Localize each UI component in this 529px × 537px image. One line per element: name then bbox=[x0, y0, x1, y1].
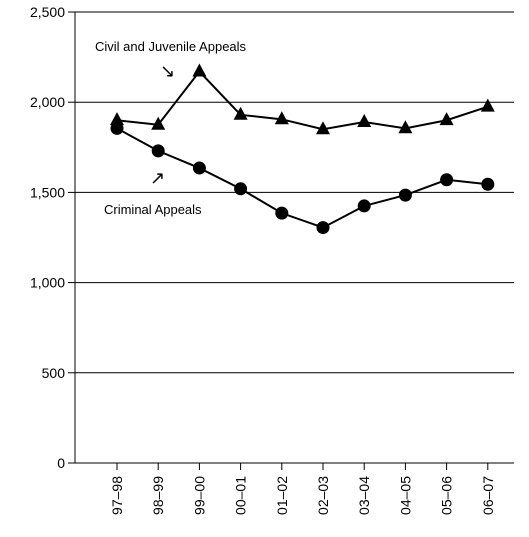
series-criminal bbox=[110, 121, 495, 235]
data-point-triangle bbox=[480, 98, 495, 112]
data-point-circle bbox=[440, 173, 454, 187]
data-point-triangle bbox=[398, 120, 413, 134]
annotation-civil-label: Civil and Juvenile Appeals bbox=[95, 39, 247, 54]
x-tick-label: 99–00 bbox=[191, 476, 207, 515]
gridlines bbox=[75, 11, 514, 374]
data-point-triangle bbox=[357, 113, 372, 127]
series-civil-juvenile bbox=[110, 63, 495, 135]
data-point-circle bbox=[316, 221, 330, 235]
data-point-circle bbox=[398, 188, 412, 202]
data-point-triangle bbox=[316, 121, 330, 135]
x-axis: 97–98 98–99 99–00 00–01 01–02 02–03 03–04 04–05… bbox=[75, 462, 514, 515]
x-tick-label: 01–02 bbox=[274, 476, 290, 515]
y-tick-label: 1,500 bbox=[30, 184, 65, 200]
x-tick-label: 98–99 bbox=[150, 476, 166, 515]
x-tick-label: 00–01 bbox=[233, 476, 249, 515]
series-line bbox=[116, 69, 489, 131]
series-layer bbox=[110, 63, 495, 235]
y-axis: 0 500 1,000 1,500 2,000 2,500 bbox=[30, 4, 76, 471]
data-point-circle bbox=[110, 121, 124, 135]
data-point-circle bbox=[275, 206, 289, 220]
annotation-criminal-arrow: ↗ bbox=[150, 168, 165, 188]
x-tick-label: 05–06 bbox=[439, 476, 455, 515]
data-point-triangle bbox=[274, 111, 289, 125]
y-tick-label: 500 bbox=[42, 365, 66, 381]
y-tick-label: 2,000 bbox=[30, 94, 65, 110]
x-tick-label: 97–98 bbox=[109, 476, 125, 515]
y-tick-label: 1,000 bbox=[30, 275, 65, 291]
data-point-circle bbox=[192, 161, 206, 175]
annotation-criminal-label: Criminal Appeals bbox=[104, 202, 202, 217]
x-tick-label: 04–05 bbox=[397, 476, 413, 515]
data-point-triangle bbox=[192, 63, 207, 77]
data-point-circle bbox=[151, 144, 165, 158]
data-point-circle bbox=[357, 199, 371, 213]
data-point-triangle bbox=[439, 112, 454, 126]
data-point-circle bbox=[481, 177, 495, 191]
x-tick-label: 03–04 bbox=[356, 476, 372, 515]
annotation-civil-arrow: ↘ bbox=[160, 61, 175, 81]
x-tick-label: 06–07 bbox=[480, 476, 496, 515]
y-tick-label: 0 bbox=[57, 455, 65, 471]
data-point-triangle bbox=[151, 116, 166, 130]
data-point-circle bbox=[234, 182, 248, 196]
y-tick-label: 2,500 bbox=[30, 4, 65, 20]
series-line bbox=[116, 127, 488, 229]
data-point-triangle bbox=[233, 106, 248, 120]
x-tick-label: 02–03 bbox=[315, 476, 331, 515]
data-point-triangle bbox=[110, 112, 124, 126]
